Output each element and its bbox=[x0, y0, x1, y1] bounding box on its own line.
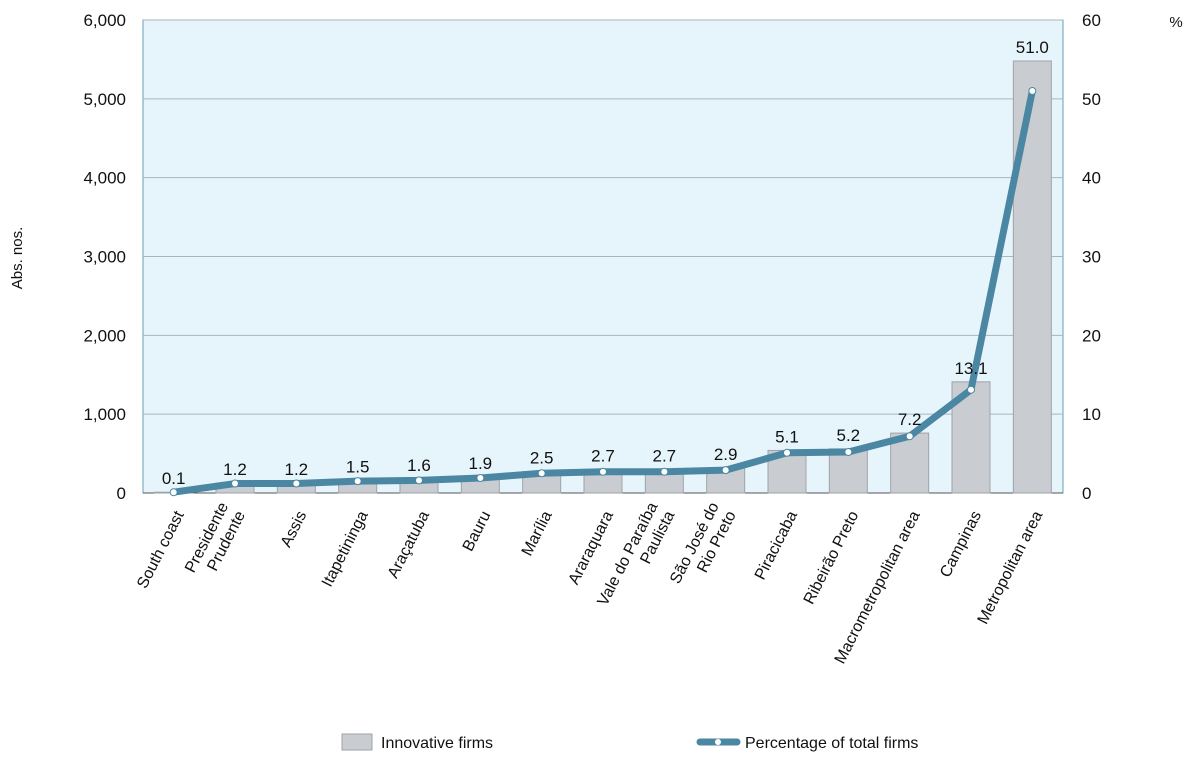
category-label-0: South coast bbox=[134, 508, 188, 592]
left-tick-label: 2,000 bbox=[83, 326, 126, 345]
right-tick-label: 40 bbox=[1082, 169, 1101, 188]
right-tick-label: 50 bbox=[1082, 90, 1101, 109]
category-label-line: South coast bbox=[134, 508, 188, 592]
data-label-8: 2.7 bbox=[653, 446, 677, 465]
data-label-13: 13.1 bbox=[954, 359, 987, 378]
right-tick-label: 10 bbox=[1082, 405, 1101, 424]
data-label-1: 1.2 bbox=[223, 460, 247, 479]
line-point-13 bbox=[967, 385, 975, 394]
category-label-13: Campinas bbox=[937, 508, 985, 580]
category-label-14: Metropolitan area bbox=[975, 508, 1047, 627]
line-point-0 bbox=[169, 488, 178, 497]
category-label-3: Itapetininga bbox=[319, 508, 372, 590]
left-tick-label: 0 bbox=[117, 484, 126, 503]
category-label-11: Ribeirão Preto bbox=[801, 508, 863, 607]
data-label-6: 2.5 bbox=[530, 449, 554, 468]
data-label-9: 2.9 bbox=[714, 445, 738, 464]
data-label-12: 7.2 bbox=[898, 410, 922, 429]
category-label-line: Metropolitan area bbox=[975, 508, 1047, 627]
data-label-7: 2.7 bbox=[591, 446, 615, 465]
y-axis-right-title: % bbox=[1169, 14, 1182, 31]
line-point-11 bbox=[844, 448, 853, 457]
right-tick-label: 60 bbox=[1082, 11, 1101, 30]
line-point-3 bbox=[353, 477, 362, 486]
data-label-4: 1.6 bbox=[407, 456, 431, 475]
line-point-14 bbox=[1028, 86, 1037, 95]
data-label-11: 5.2 bbox=[837, 426, 861, 445]
line-point-5 bbox=[476, 474, 485, 483]
category-label-10: Piracicaba bbox=[752, 508, 801, 582]
line-point-12 bbox=[905, 432, 914, 441]
line-point-10 bbox=[783, 448, 791, 457]
right-tick-label: 20 bbox=[1082, 326, 1101, 345]
data-labels: 0.1 1.2 1.2 1.5 1.6 1.9 2.5 2.7 2.7 2.9 5.1 5.2 7.2 1… bbox=[162, 38, 1049, 488]
category-label-2: Assis bbox=[278, 508, 311, 550]
category-label-6: Marília bbox=[519, 508, 556, 559]
line-series bbox=[169, 86, 1037, 497]
data-label-2: 1.2 bbox=[285, 460, 309, 479]
left-tick-label: 1,000 bbox=[83, 405, 126, 424]
category-label-line: Ribeirão Preto bbox=[801, 508, 863, 607]
left-tick-label: 3,000 bbox=[83, 248, 126, 267]
legend-bar-swatch bbox=[341, 733, 373, 751]
data-label-14: 51.0 bbox=[1016, 38, 1049, 57]
category-label-line: Araçatuba bbox=[385, 508, 433, 581]
category-label-line: Piracicaba bbox=[752, 508, 801, 582]
legend-bar-label: Innovative firms bbox=[381, 735, 493, 752]
line-point-1 bbox=[231, 479, 239, 488]
legend-line-label: Percentage of total firms bbox=[745, 735, 918, 752]
category-label-line: Marília bbox=[519, 508, 556, 559]
data-label-3: 1.5 bbox=[346, 457, 370, 476]
category-label-line: Bauru bbox=[460, 508, 495, 554]
line-point-7 bbox=[599, 467, 607, 476]
left-tick-label: 4,000 bbox=[83, 169, 126, 188]
line-point-9 bbox=[721, 466, 730, 475]
category-label-line: Assis bbox=[278, 508, 311, 550]
left-tick-label: 6,000 bbox=[83, 11, 126, 30]
line-point-4 bbox=[415, 476, 423, 485]
right-axis-ticks: 0 10 20 30 40 50 60 bbox=[1082, 11, 1101, 503]
category-label-line: Itapetininga bbox=[319, 508, 372, 590]
data-label-5: 1.9 bbox=[469, 454, 493, 473]
y-axis-left-title: Abs. nos. bbox=[9, 227, 26, 290]
data-label-10: 5.1 bbox=[775, 427, 799, 446]
left-tick-label: 5,000 bbox=[83, 90, 126, 109]
category-label-4: Araçatuba bbox=[385, 508, 433, 581]
line-point-6 bbox=[537, 469, 546, 478]
category-label-line: Campinas bbox=[937, 508, 985, 580]
data-label-0: 0.1 bbox=[162, 469, 186, 488]
left-axis-ticks: 0 1,000 2,000 3,000 4,000 5,000 6,000 bbox=[83, 11, 126, 503]
right-tick-label: 0 bbox=[1082, 484, 1091, 503]
legend-line-dot bbox=[715, 739, 721, 745]
legend: Innovative firms Percentage of total fir… bbox=[341, 733, 918, 752]
line-point-8 bbox=[660, 467, 669, 476]
category-label-5: Bauru bbox=[460, 508, 495, 554]
right-tick-label: 30 bbox=[1082, 248, 1101, 267]
line-point-2 bbox=[292, 479, 301, 488]
bar-14 bbox=[1012, 60, 1052, 494]
